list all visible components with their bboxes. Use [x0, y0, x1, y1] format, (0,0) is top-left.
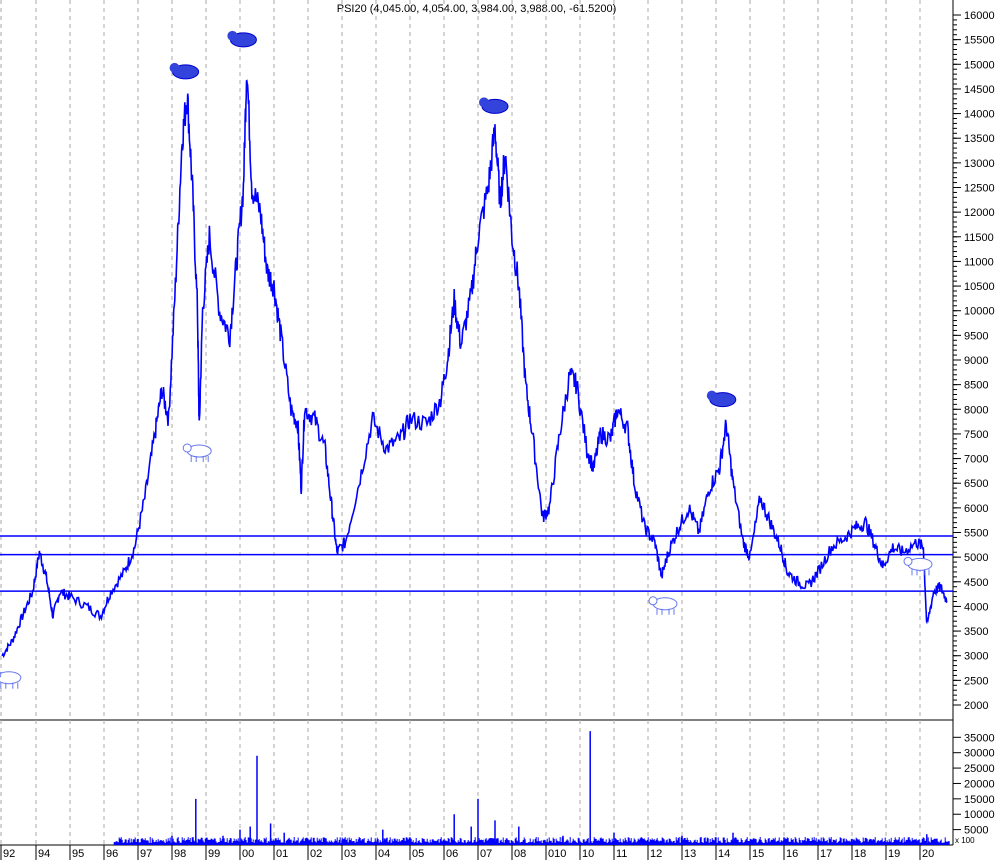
x-tick-label: 01: [276, 848, 288, 860]
bull-icon: [0, 671, 22, 689]
bull-head: [903, 556, 913, 566]
y-tick-label: 12000: [964, 207, 995, 219]
x-tick-label: 10: [582, 848, 594, 860]
x-tick-label: 99: [208, 848, 220, 860]
y-tick-label: 15000: [964, 59, 995, 71]
bear-head: [706, 390, 717, 401]
bear-head: [169, 62, 180, 73]
y-tick-label: 7000: [964, 454, 988, 466]
x-tick-label: 00: [242, 848, 254, 860]
y-tick-label: 6500: [964, 478, 988, 490]
y-tick-label: 9500: [964, 330, 988, 342]
y-tick-label: 3500: [964, 626, 988, 638]
x-tick-label: 18: [854, 848, 866, 860]
bull-icon: [182, 443, 212, 462]
x-tick-label: 97: [140, 848, 152, 860]
y-tick-label: 13000: [964, 158, 995, 170]
y-tick-label: 15500: [964, 35, 995, 47]
x-tick-label: 94: [38, 848, 50, 860]
y-tick-label: 10500: [964, 281, 995, 293]
volume-unit-label: x 100: [955, 836, 975, 845]
volume-tick-label: 35000: [964, 732, 995, 744]
bull-body: [0, 671, 22, 685]
x-tick-label: 15: [752, 848, 764, 860]
x-tick-label: 12: [650, 848, 662, 860]
x-tick-label: 06: [446, 848, 458, 860]
bear-head: [227, 30, 238, 41]
y-tick-label: 8500: [964, 380, 988, 392]
bear-head: [479, 97, 489, 108]
x-tick-label: 95: [72, 848, 84, 860]
y-tick-label: 14500: [964, 84, 995, 96]
volume-tick-label: 25000: [964, 763, 995, 775]
x-tick-label: 07: [480, 848, 492, 860]
x-tick-label: 20: [922, 848, 934, 860]
x-tick-label: 05: [412, 848, 424, 860]
y-tick-label: 13500: [964, 133, 995, 145]
volume-tick-label: 20000: [964, 778, 995, 790]
x-tick-label: 96: [106, 848, 118, 860]
y-tick-label: 6000: [964, 503, 988, 515]
x-tick-label: 02: [310, 848, 322, 860]
price-line: [1, 79, 948, 659]
x-tick-label: 13: [684, 848, 696, 860]
y-tick-label: 2500: [964, 675, 988, 687]
volume-tick-label: 15000: [964, 794, 995, 806]
x-tick-label: 16: [786, 848, 798, 860]
x-tick-label: 11: [616, 848, 627, 860]
bull-head: [648, 596, 658, 606]
x-tick-label: 010: [548, 848, 566, 860]
bear-icon: [479, 97, 509, 114]
y-tick-label: 3000: [964, 651, 988, 663]
volume-bars-base: [113, 837, 950, 845]
y-tick-label: 16000: [964, 10, 995, 22]
x-tick-label: 92: [3, 848, 15, 860]
x-tick-label: 98: [174, 848, 186, 860]
y-tick-label: 10000: [964, 306, 995, 318]
y-tick-label: 11500: [964, 232, 994, 244]
volume-tick-label: 30000: [964, 748, 995, 760]
y-tick-label: 5000: [964, 552, 988, 564]
y-tick-label: 14000: [964, 109, 995, 121]
y-tick-label: 11000: [964, 256, 994, 268]
y-tick-label: 7500: [964, 429, 988, 441]
y-tick-label: 4000: [964, 601, 988, 613]
bear-icon: [706, 390, 737, 408]
y-tick-label: 9000: [964, 355, 988, 367]
bull-head: [0, 671, 2, 678]
x-tick-label: 19: [888, 848, 900, 860]
bull-head: [182, 443, 192, 453]
volume-tick-label: 10000: [964, 809, 995, 821]
y-tick-label: 8000: [964, 404, 988, 416]
bear-icon: [169, 62, 200, 80]
x-tick-label: 08: [514, 848, 526, 860]
x-tick-label: 14: [718, 848, 730, 860]
y-tick-label: 5500: [964, 528, 988, 540]
x-tick-label: 04: [378, 848, 390, 860]
bull-icon: [648, 596, 678, 615]
y-tick-label: 4500: [964, 577, 988, 589]
x-tick-label: 03: [344, 848, 356, 860]
y-tick-label: 2000: [964, 700, 988, 712]
bull-icon: [903, 556, 933, 576]
bear-icon: [227, 30, 257, 48]
x-tick-label: 17: [820, 848, 832, 860]
y-tick-label: 12500: [964, 183, 995, 195]
volume-tick-label: 5000: [964, 825, 988, 837]
